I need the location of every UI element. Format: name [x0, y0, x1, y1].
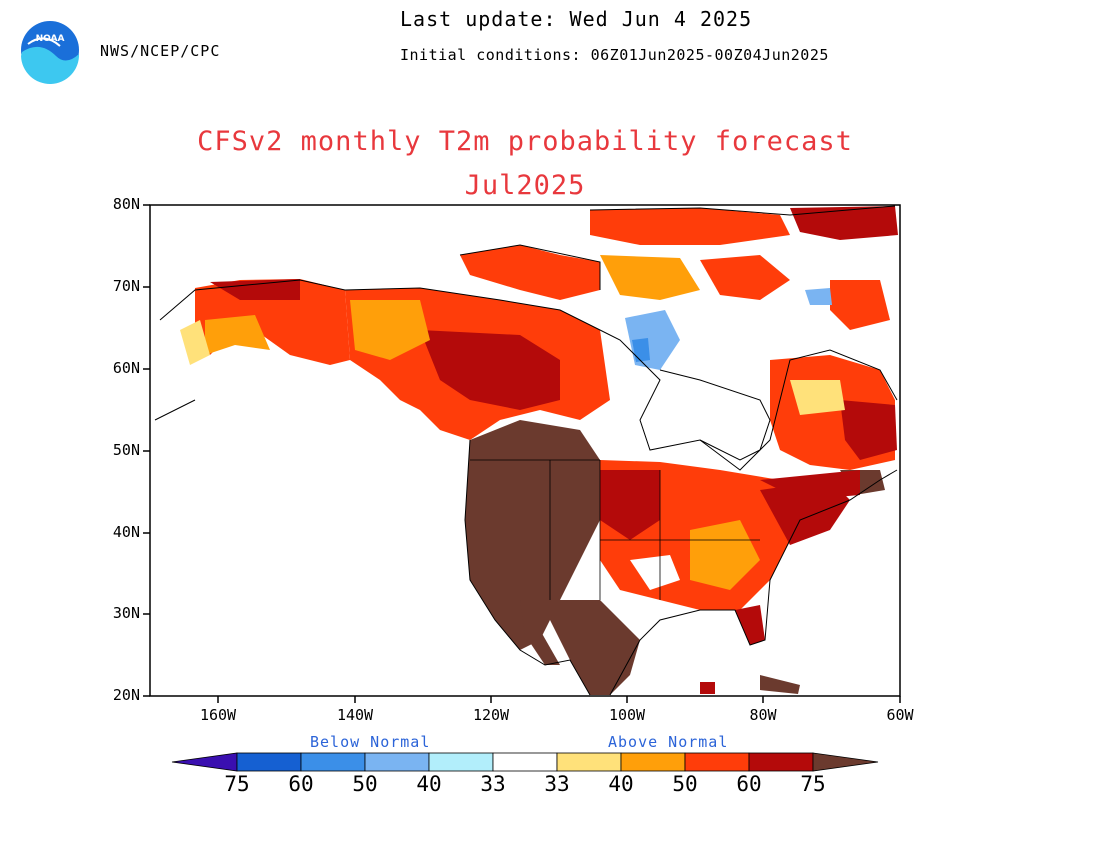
- lat-label: 80N: [112, 195, 140, 213]
- colorbar-tick-label: 75: [800, 772, 826, 796]
- initial-conditions: Initial conditions: 06Z01Jun2025-00Z04Ju…: [400, 46, 829, 64]
- colorbar-tick-label: 75: [224, 772, 250, 796]
- last-update: Last update: Wed Jun 4 2025: [400, 7, 753, 31]
- lat-label: 70N: [112, 277, 140, 295]
- lon-label: 60W: [886, 706, 914, 724]
- color-bar: [171, 752, 879, 772]
- lon-label: 100W: [608, 706, 646, 724]
- lat-label: 60N: [112, 359, 140, 377]
- map-subtitle: Jul2025: [464, 170, 586, 201]
- lon-label: 120W: [472, 706, 510, 724]
- colorbar-tick-label: 50: [352, 772, 378, 796]
- lat-label: 50N: [112, 441, 140, 459]
- lon-label: 160W: [199, 706, 237, 724]
- above-normal-label: Above Normal: [608, 733, 729, 751]
- lat-label: 20N: [112, 686, 140, 704]
- svg-text:NOAA: NOAA: [36, 34, 65, 44]
- colorbar-arrow-above: [812, 752, 879, 772]
- colorbar-swatch-above-50: [684, 752, 750, 772]
- colorbar-tick-label: 50: [672, 772, 698, 796]
- noaa-logo: NOAA: [19, 19, 81, 85]
- lat-label: 40N: [112, 523, 140, 541]
- map-title: CFSv2 monthly T2m probability forecast: [197, 126, 853, 157]
- colorbar-swatch-above-33: [556, 752, 622, 772]
- colorbar-swatch-below-40: [428, 752, 494, 772]
- colorbar-swatch-below-50: [364, 752, 430, 772]
- colorbar-swatch-below-60: [300, 752, 366, 772]
- below-normal-label: Below Normal: [310, 733, 431, 751]
- lat-label: 30N: [112, 604, 140, 622]
- lon-label: 80W: [749, 706, 777, 724]
- colorbar-tick-label: 40: [608, 772, 634, 796]
- colorbar-swatch-above-60: [748, 752, 814, 772]
- probability-shading: [180, 206, 898, 695]
- colorbar-swatch-above-40: [620, 752, 686, 772]
- colorbar-swatch-below-75: [236, 752, 302, 772]
- coastlines: [154, 205, 898, 696]
- axis-ticks: [143, 204, 901, 703]
- colorbar-tick-label: 33: [480, 772, 506, 796]
- colorbar-swatch-neutral: [492, 752, 558, 772]
- colorbar-tick-label: 60: [736, 772, 762, 796]
- org-label: NWS/NCEP/CPC: [100, 42, 221, 60]
- colorbar-tick-label: 33: [544, 772, 570, 796]
- colorbar-tick-label: 40: [416, 772, 442, 796]
- state-borders: [470, 459, 760, 600]
- colorbar-arrow-below: [171, 752, 238, 772]
- colorbar-tick-label: 60: [288, 772, 314, 796]
- lon-label: 140W: [336, 706, 374, 724]
